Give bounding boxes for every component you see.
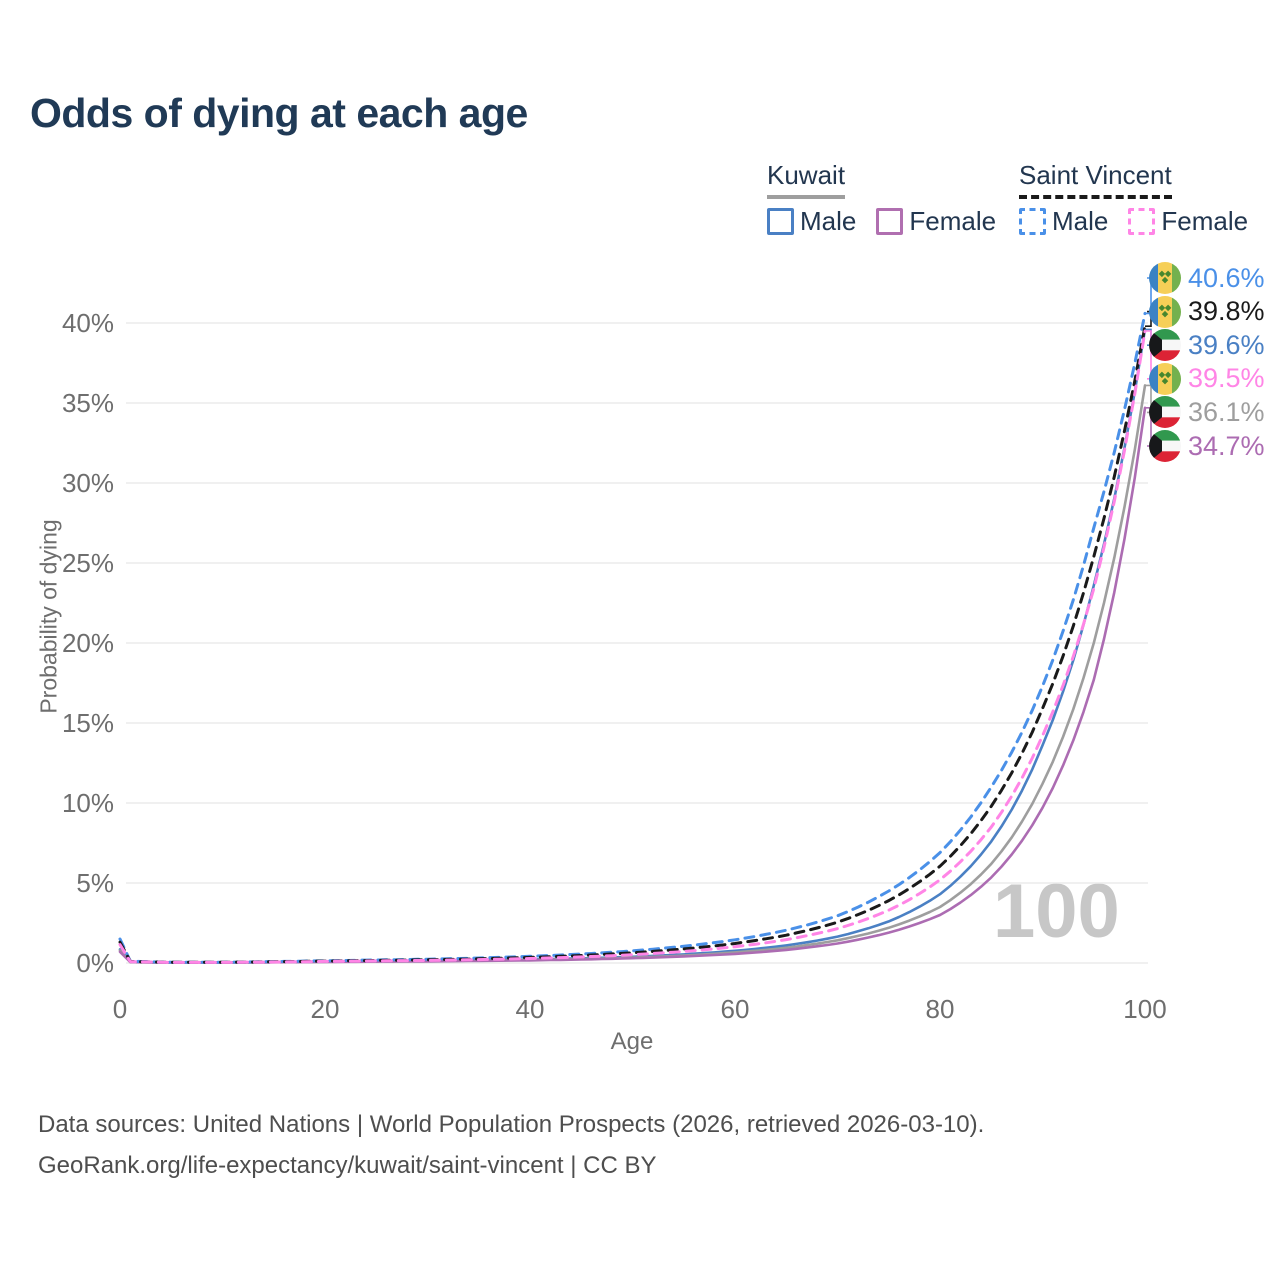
end-label-row: 39.5% — [1149, 362, 1265, 396]
x-tick-label: 0 — [113, 994, 127, 1024]
x-tick-label: 60 — [721, 994, 750, 1024]
y-tick-label: 30% — [62, 468, 114, 498]
y-tick-label: 25% — [62, 548, 114, 578]
y-tick-label: 35% — [62, 388, 114, 418]
page-title: Odds of dying at each age — [30, 90, 528, 136]
footer: Data sources: United Nations | World Pop… — [38, 1104, 984, 1186]
end-label-connector — [1145, 384, 1152, 414]
legend-group-saint-vincent: Saint Vincent Male Female — [1019, 160, 1248, 237]
attribution-line: GeoRank.org/life-expectancy/kuwait/saint… — [38, 1152, 657, 1179]
legend-checkbox-saint-vincent-female[interactable]: Female — [1128, 206, 1248, 237]
end-label-value: 40.6% — [1188, 262, 1265, 293]
y-tick-label: 10% — [62, 788, 114, 818]
series-line-sv-female — [118, 329, 1147, 964]
y-tick-label: 20% — [62, 628, 114, 658]
legend-label: Female — [909, 206, 997, 236]
kuwait-flag-icon — [1149, 396, 1181, 429]
y-axis-title: Probability of dying — [35, 519, 62, 714]
end-label-row: 36.1% — [1149, 395, 1265, 429]
legend-label: Male — [800, 206, 857, 236]
x-axis-title: Age — [610, 1028, 654, 1055]
checkbox-icon[interactable] — [1128, 208, 1156, 235]
series-line-kw-female — [118, 406, 1147, 964]
y-tick-label: 40% — [62, 308, 114, 338]
end-label-value: 36.1% — [1188, 396, 1265, 427]
series-line-kw-male — [118, 328, 1147, 964]
kuwait-flag-icon — [1149, 329, 1181, 362]
checkbox-icon[interactable] — [767, 208, 794, 235]
legend-country-kuwait: Kuwait — [767, 160, 846, 199]
y-tick-label: 5% — [76, 868, 114, 898]
end-label-value: 39.5% — [1188, 363, 1265, 394]
legend-label: Female — [1161, 206, 1249, 236]
x-tick-label: 20 — [311, 994, 340, 1024]
saint-vincent-flag-icon — [1149, 295, 1181, 328]
end-label-row: 39.6% — [1149, 328, 1265, 362]
series-line-sv-total — [118, 324, 1147, 964]
legend-group-kuwait: Kuwait Male Female — [767, 160, 996, 237]
y-tick-label: 15% — [62, 708, 114, 738]
end-label-row: 40.6% — [1149, 261, 1265, 295]
x-tick-label: 80 — [926, 994, 955, 1024]
checkbox-icon[interactable] — [876, 208, 904, 235]
end-label-value: 34.7% — [1188, 430, 1265, 461]
legend-checkbox-saint-vincent-male[interactable]: Male — [1019, 206, 1108, 237]
data-sources-line: Data sources: United Nations | World Pop… — [38, 1111, 985, 1138]
legend-country-saint-vincent: Saint Vincent — [1019, 160, 1172, 199]
legend-checkbox-kuwait-female[interactable]: Female — [876, 206, 996, 237]
checkbox-icon[interactable] — [1019, 208, 1046, 235]
x-tick-label: 40 — [516, 994, 545, 1024]
legend-checkbox-kuwait-male[interactable]: Male — [767, 206, 856, 237]
end-label-value: 39.6% — [1188, 329, 1265, 360]
end-label-row: 34.7% — [1149, 429, 1265, 463]
saint-vincent-flag-icon — [1149, 262, 1181, 294]
end-label-row: 39.8% — [1149, 295, 1265, 329]
saint-vincent-flag-icon — [1149, 362, 1181, 395]
legend-label: Male — [1052, 206, 1109, 236]
kuwait-flag-icon — [1149, 430, 1181, 462]
y-tick-label: 0% — [76, 948, 114, 978]
x-tick-label: 100 — [1123, 994, 1166, 1024]
end-label-value: 39.8% — [1188, 296, 1265, 327]
